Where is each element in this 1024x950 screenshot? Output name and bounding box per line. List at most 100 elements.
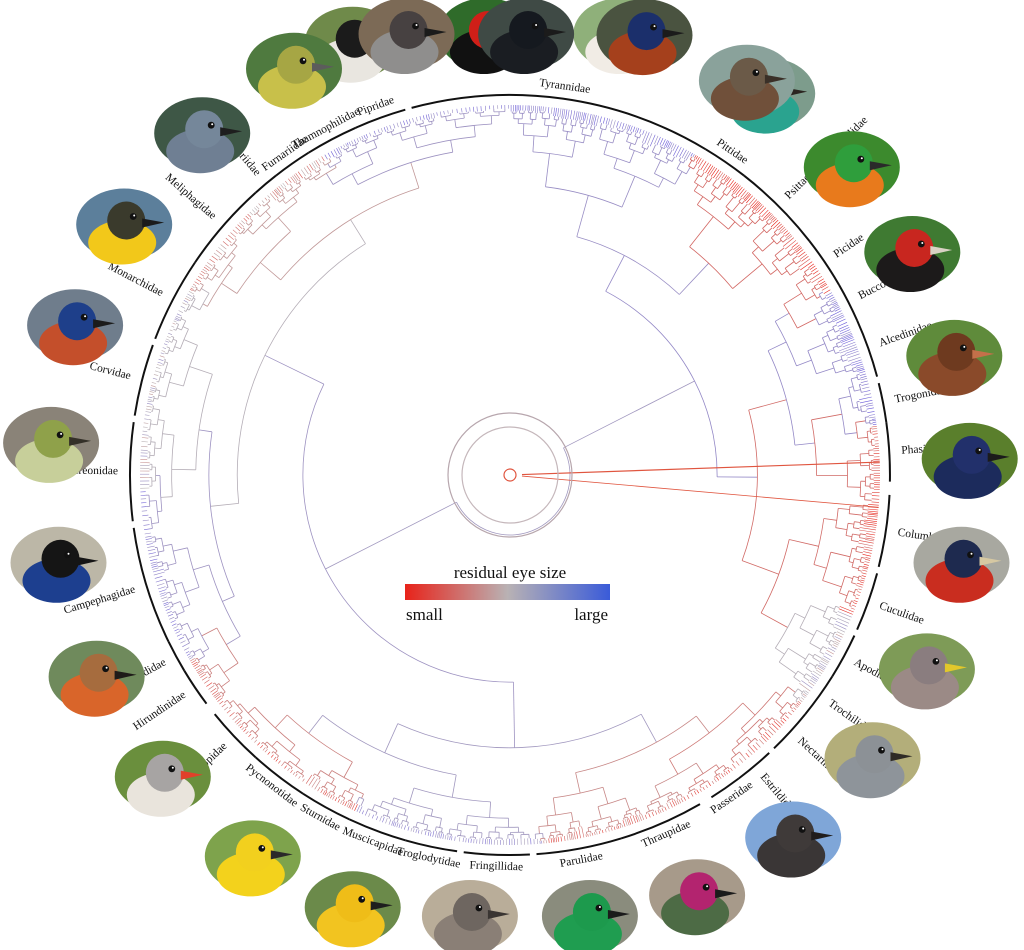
bird-beak [662,29,685,39]
tree-tip-branch [280,184,285,189]
tree-tip-branch [340,145,343,149]
bird-head [855,735,894,774]
tree-internal-branch [717,182,722,189]
tree-tip-branch [254,207,258,211]
tree-node-arc [254,706,296,746]
tree-internal-branch [856,373,860,376]
tree-internal-branch [580,123,582,128]
tree-tip-branch [456,108,458,114]
tree-internal-branch [807,281,811,284]
tree-internal-branch [557,116,560,121]
tree-internal-branch [835,605,840,608]
tree-tip-branch [778,225,784,231]
tree-node-arc [449,828,462,831]
tree-internal-branch [157,419,165,421]
tree-internal-branch [167,562,177,566]
tree-tip-branch [666,803,670,810]
tree-node-arc [864,417,867,424]
tree-tip-branch [810,677,817,683]
tree-tip-branch [165,338,170,341]
bird-head [572,893,611,931]
tree-internal-branch [838,508,850,510]
tree-internal-branch [581,127,584,135]
tree-internal-branch [160,376,164,379]
tree-internal-branch [861,557,866,559]
tree-tip-branch [707,165,714,175]
tree-internal-branch [322,161,326,166]
tree-node-arc [446,117,465,122]
tree-node-arc [327,781,336,787]
tree-internal-branch [825,640,830,643]
tree-tip-branch [595,115,599,126]
tree-tip-branch [654,135,659,145]
tree-tip-branch [863,521,877,524]
tree-internal-branch [298,182,302,186]
tree-tip-branch [793,707,797,710]
tree-tip-branch [188,657,193,660]
tree-tip-branch [811,275,823,284]
tree-tip-branch [694,155,697,159]
tree-internal-branch [844,601,851,604]
family-arc [275,151,310,177]
tree-tip-branch [867,510,879,513]
tree-tip-branch [579,111,582,120]
tree-internal-branch [822,580,842,588]
tree-tip-branch [232,715,238,721]
bird-eye [299,57,307,65]
tree-internal-branch [152,408,160,411]
tree-internal-branch [742,702,756,716]
tree-internal-branch [776,232,781,236]
family-arc [154,261,196,340]
tree-tip-branch [557,836,560,842]
tree-internal-branch [213,264,216,266]
pigeon-portrait [878,633,975,710]
tree-internal-branch [293,196,298,203]
tree-tip-branch [273,756,277,760]
tree-node-arc [436,826,443,829]
tree-node-arc [545,186,623,208]
bird-eye [258,845,266,852]
bird-head [41,539,80,578]
family-label: Sturnidae [298,802,342,834]
tree-tip-branch [872,433,878,435]
tree-internal-branch [725,196,735,207]
bird-beak [487,910,510,919]
tree-tip-branch [219,700,224,705]
tree-internal-branch [812,657,820,663]
tree-node-arc [179,623,183,629]
tree-tip-branch [659,137,664,145]
tree-internal-branch [289,183,293,188]
bird-head [58,302,97,341]
tree-node-arc [599,138,613,144]
tree-node-arc [289,760,304,772]
tree-tip-branch [716,776,720,781]
tree-internal-branch [590,831,592,834]
tree-tip-branch [163,343,168,346]
tree-internal-branch [513,682,515,748]
tree-internal-branch [180,316,182,318]
tree-tip-branch [173,320,177,323]
tree-tip-branch [675,146,682,158]
tree-internal-branch [657,807,660,810]
tree-node-arc [457,834,466,837]
bird-eye-glint [478,906,481,908]
tree-tip-branch [776,223,782,229]
tree-node-arc [150,437,152,445]
tree-node-arc [840,356,844,362]
tree-internal-branch [439,818,442,828]
tree-tip-branch [622,820,626,827]
bird-eye-glint [935,659,938,662]
tree-internal-branch [351,173,359,185]
tree-tip-branch [742,755,747,761]
tree-tip-branch [146,540,153,543]
tree-node-arc [575,715,697,773]
tree-tip-branch [443,110,445,115]
tree-internal-branch [860,405,866,407]
tree-tip-branch [866,407,874,410]
tree-node-arc [839,576,846,594]
cuckooshrike-portrait [154,97,251,174]
tree-node-arc [475,112,484,114]
bird-eye [798,826,806,833]
tree-tip-branch [785,715,789,719]
